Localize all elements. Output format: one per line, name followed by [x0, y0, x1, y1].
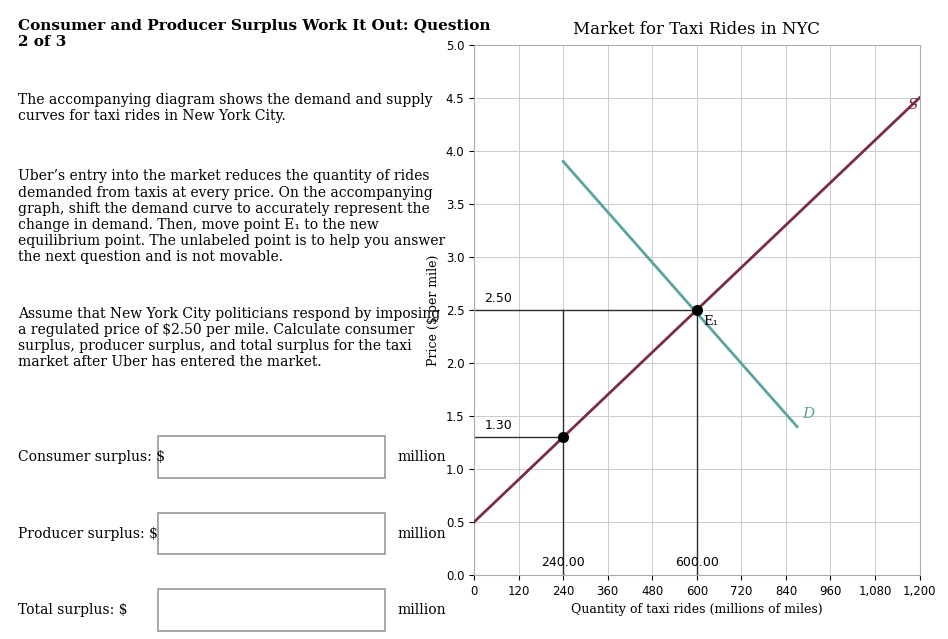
Text: million: million: [397, 450, 447, 464]
Text: S: S: [907, 98, 918, 112]
Text: 240.00: 240.00: [541, 556, 585, 569]
FancyBboxPatch shape: [157, 436, 385, 478]
X-axis label: Quantity of taxi rides (millions of miles): Quantity of taxi rides (millions of mile…: [571, 603, 823, 617]
Text: 2.50: 2.50: [484, 291, 512, 305]
Text: 1.30: 1.30: [484, 419, 512, 432]
Text: Total surplus: $: Total surplus: $: [18, 603, 128, 617]
Text: 600.00: 600.00: [675, 556, 719, 569]
Title: Market for Taxi Rides in NYC: Market for Taxi Rides in NYC: [574, 20, 820, 38]
Text: E₁: E₁: [703, 315, 719, 328]
Text: Assume that New York City politicians respond by imposing
a regulated price of $: Assume that New York City politicians re…: [18, 307, 441, 369]
Text: Uber’s entry into the market reduces the quantity of rides
demanded from taxis a: Uber’s entry into the market reduces the…: [18, 169, 446, 265]
Text: Consumer surplus: $: Consumer surplus: $: [18, 450, 165, 464]
Text: D: D: [803, 407, 815, 421]
Text: Producer surplus: $: Producer surplus: $: [18, 527, 158, 541]
Text: million: million: [397, 527, 447, 541]
Text: Consumer and Producer Surplus Work It Out: Question
2 of 3: Consumer and Producer Surplus Work It Ou…: [18, 19, 491, 49]
FancyBboxPatch shape: [157, 589, 385, 631]
Text: million: million: [397, 603, 447, 617]
Y-axis label: Price ($ per mile): Price ($ per mile): [428, 254, 440, 366]
FancyBboxPatch shape: [157, 512, 385, 554]
Text: The accompanying diagram shows the demand and supply
curves for taxi rides in Ne: The accompanying diagram shows the deman…: [18, 93, 432, 123]
